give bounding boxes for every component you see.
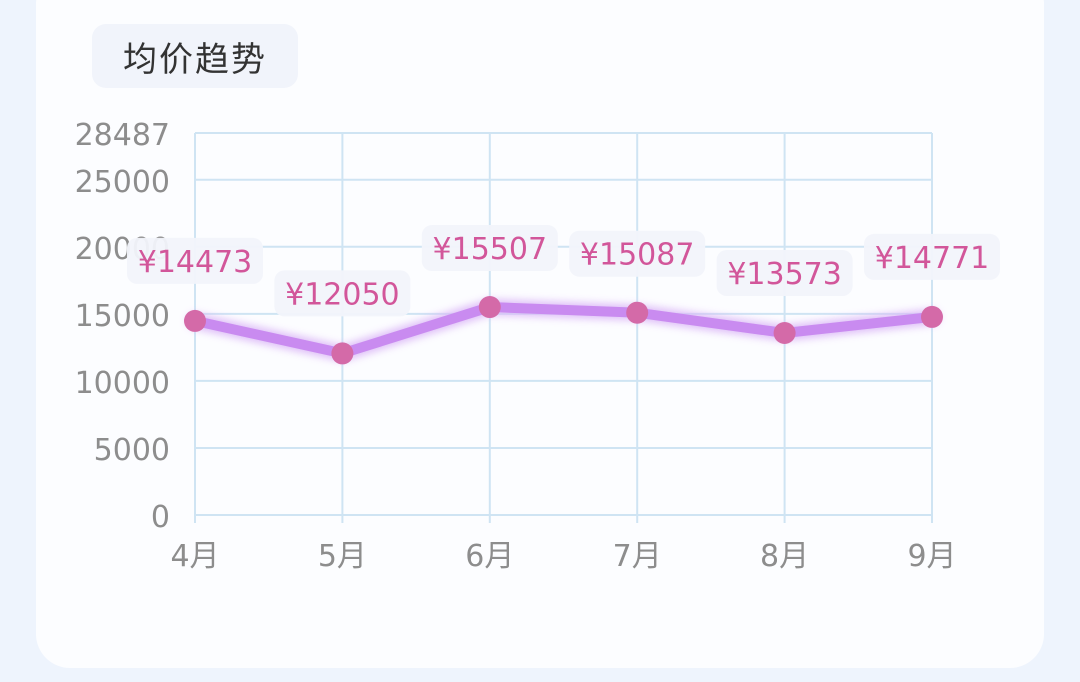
data-label: ¥15087 xyxy=(580,238,695,273)
y-tick-label: 25000 xyxy=(75,165,170,200)
x-tick-label: 4月 xyxy=(170,539,219,574)
data-label-bg xyxy=(716,249,853,296)
data-label-bg xyxy=(274,270,411,317)
data-label-bg xyxy=(127,237,263,284)
x-tick-label: 5月 xyxy=(318,539,367,574)
data-point xyxy=(921,305,943,328)
chart-card xyxy=(36,0,1044,668)
data-label: ¥13573 xyxy=(727,257,842,292)
x-tick-label: 9月 xyxy=(907,539,956,574)
data-label-bg xyxy=(864,233,1000,280)
data-point xyxy=(626,301,649,324)
data-label: ¥14771 xyxy=(875,241,990,276)
data-point xyxy=(331,342,354,365)
x-tick-label: 7月 xyxy=(613,539,662,574)
series-line xyxy=(190,302,937,359)
data-label: ¥15507 xyxy=(433,232,548,267)
chart-title: 均价趋势 xyxy=(92,24,298,88)
y-tick-label: 15000 xyxy=(75,299,170,334)
x-tick-label: 6月 xyxy=(465,539,514,574)
data-point xyxy=(478,296,501,319)
y-tick-label: 28487 xyxy=(75,118,170,153)
data-label-bg xyxy=(421,225,558,272)
y-tick-label: 10000 xyxy=(75,366,170,401)
data-label: ¥14473 xyxy=(138,245,253,280)
y-tick-label: 0 xyxy=(151,500,170,535)
data-label: ¥12050 xyxy=(285,277,400,312)
y-tick-label: 5000 xyxy=(94,433,170,468)
x-tick-label: 8月 xyxy=(760,539,809,574)
data-point xyxy=(773,321,796,344)
data-label-bg xyxy=(569,230,706,277)
data-point xyxy=(184,309,206,332)
